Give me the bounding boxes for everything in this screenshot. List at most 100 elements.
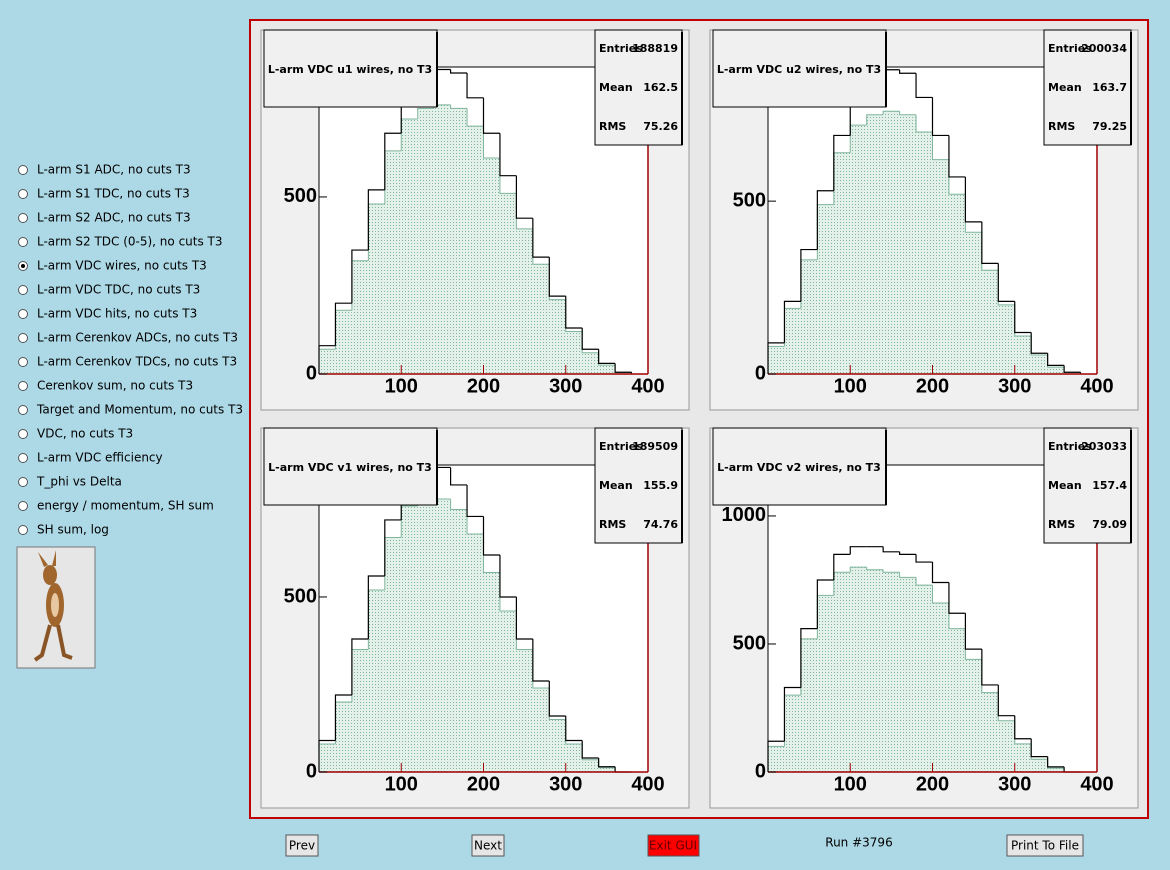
panels: 0 500 100 200 300 400 L-arm VDC u1 wires, no T… xyxy=(260,29,1139,809)
histogram-step xyxy=(833,134,851,191)
histogram-bar xyxy=(916,131,933,374)
histogram-bar-edge xyxy=(915,114,933,133)
histogram-bar xyxy=(351,649,369,772)
histogram-step xyxy=(964,613,982,650)
histogram-step xyxy=(783,300,801,343)
histogram-bar-edge xyxy=(466,108,484,127)
histogram-bar xyxy=(916,585,933,772)
histogram-bar xyxy=(582,352,599,374)
radio-label: L-arm S2 ADC, no cuts T3 xyxy=(37,211,191,225)
radio-button[interactable] xyxy=(18,333,28,343)
histogram-bar-edge xyxy=(882,569,900,573)
radio-button[interactable] xyxy=(18,309,28,319)
histogram-bar xyxy=(800,638,818,772)
stats-label: RMS xyxy=(1048,120,1075,133)
radio-button[interactable] xyxy=(18,453,28,463)
histogram-bar xyxy=(899,114,917,374)
x-tick-label: 300 xyxy=(549,375,582,397)
histogram-bar xyxy=(384,150,402,374)
histogram-step xyxy=(816,579,834,629)
histogram-step xyxy=(334,694,352,741)
histogram-bar xyxy=(850,567,867,772)
x-tick-label: 400 xyxy=(1080,773,1113,795)
stats-value: 75.26 xyxy=(643,120,678,133)
histogram-bar-edge xyxy=(866,114,884,126)
histogram-bar xyxy=(817,595,834,772)
histogram-bar xyxy=(598,767,616,772)
y-tick-label: 500 xyxy=(284,185,317,207)
radio-button[interactable] xyxy=(18,213,28,223)
histogram-bar xyxy=(467,533,484,772)
histogram-step xyxy=(981,221,999,264)
histogram-bar xyxy=(1064,372,1081,374)
radio-button[interactable] xyxy=(18,357,28,367)
panel-title: L-arm VDC u1 wires, no T3 xyxy=(268,63,432,76)
histogram-bar xyxy=(450,509,468,772)
x-tick-label: 200 xyxy=(467,375,500,397)
histogram-bar xyxy=(932,159,949,374)
histogram-bar xyxy=(565,331,583,374)
histogram-step xyxy=(800,628,818,688)
radio-button[interactable] xyxy=(18,405,28,415)
histogram-bar xyxy=(981,270,999,374)
stats-box xyxy=(1043,29,1132,146)
histogram-bar xyxy=(998,720,1015,772)
histogram-bar xyxy=(335,310,352,374)
histogram-step xyxy=(997,684,1015,717)
histogram-bar xyxy=(319,743,336,772)
y-tick-label: 500 xyxy=(733,632,766,654)
exit-button[interactable] xyxy=(647,834,700,857)
histogram-step xyxy=(482,516,500,556)
histogram-bar-edge xyxy=(899,111,917,116)
histogram-bar xyxy=(817,204,834,374)
radio-button[interactable] xyxy=(18,237,28,247)
print-button[interactable] xyxy=(1006,834,1084,857)
radio-button[interactable] xyxy=(18,189,28,199)
histogram-bar xyxy=(565,743,583,772)
histogram-panel: 0 500 100 200 300 400 L-arm VDC v1 wires, no T… xyxy=(260,427,690,809)
histogram-step xyxy=(598,757,616,768)
histogram-bar xyxy=(532,264,550,374)
x-tick-label: 400 xyxy=(631,375,664,397)
histogram-bar xyxy=(417,498,435,772)
histogram-bar xyxy=(866,114,884,374)
histogram-step xyxy=(1014,715,1032,740)
histogram-bar xyxy=(384,537,402,772)
radio-button[interactable] xyxy=(18,381,28,391)
stats-value: 74.76 xyxy=(643,518,678,531)
stats-label: Entries xyxy=(1048,440,1092,453)
prev-button[interactable] xyxy=(285,834,319,857)
histogram-step xyxy=(384,132,402,190)
radio-button[interactable] xyxy=(18,501,28,511)
histogram-step xyxy=(598,349,616,364)
histogram-step xyxy=(1030,332,1048,354)
histogram-step xyxy=(849,546,867,555)
title-box xyxy=(263,29,438,108)
radio-button[interactable] xyxy=(18,429,28,439)
histogram-step xyxy=(351,249,369,304)
radio-label: L-arm VDC TDC, no cuts T3 xyxy=(37,283,200,297)
y-tick-label: 0 xyxy=(755,760,766,782)
radio-button[interactable] xyxy=(18,525,28,535)
y-tick-label: 0 xyxy=(306,760,317,782)
histogram-bar xyxy=(998,304,1015,374)
histogram-bar xyxy=(866,569,884,772)
histogram-bar xyxy=(499,610,517,772)
histogram-step xyxy=(384,519,402,576)
x-tick-label: 100 xyxy=(834,773,867,795)
prev-label: Prev xyxy=(289,839,315,853)
sidebar: L-arm S1 ADC, no cuts T3 L-arm S1 TDC, no… xyxy=(18,163,243,537)
histogram-bar xyxy=(417,108,435,374)
next-button[interactable] xyxy=(471,834,505,857)
x-tick-label: 100 xyxy=(834,375,867,397)
x-tick-label: 400 xyxy=(1080,375,1113,397)
histogram-step xyxy=(466,484,484,518)
radio-button[interactable] xyxy=(18,285,28,295)
radio-button[interactable] xyxy=(18,165,28,175)
x-tick-label: 300 xyxy=(998,773,1031,795)
radio-button[interactable] xyxy=(18,477,28,487)
histogram-step xyxy=(899,551,917,555)
histogram-bar xyxy=(948,194,966,374)
histogram-step xyxy=(915,73,933,99)
